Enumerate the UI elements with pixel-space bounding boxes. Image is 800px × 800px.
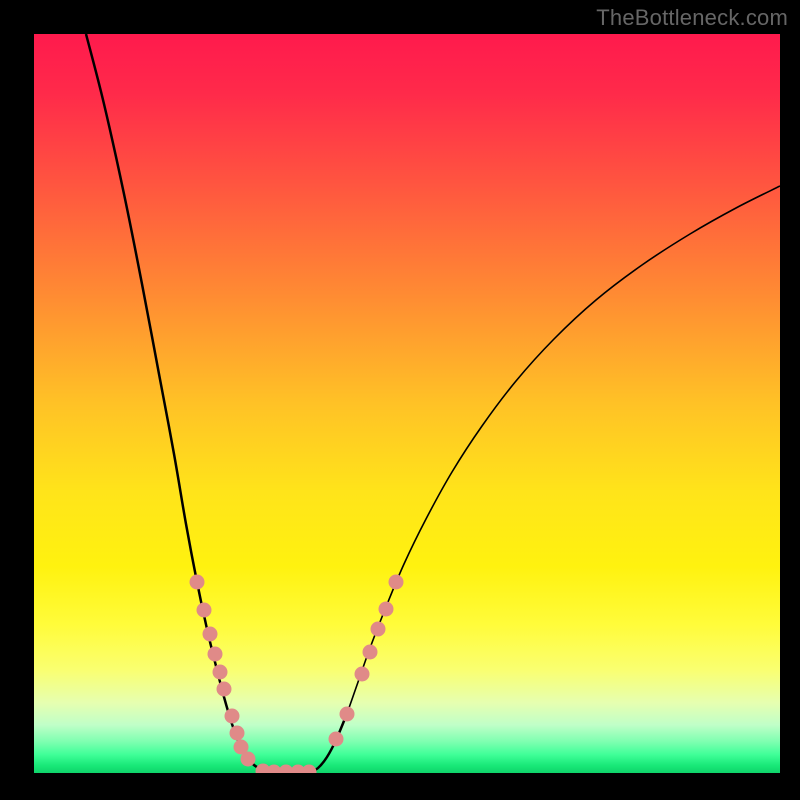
curve-right-branch xyxy=(310,186,780,772)
data-marker xyxy=(208,647,223,662)
data-marker xyxy=(225,709,240,724)
curve-left-branch xyxy=(86,34,310,772)
data-marker xyxy=(241,752,256,767)
data-marker xyxy=(213,665,228,680)
curve-svg xyxy=(34,34,780,773)
data-marker xyxy=(302,765,317,774)
data-marker xyxy=(190,575,205,590)
data-marker xyxy=(371,622,386,637)
data-marker xyxy=(329,732,344,747)
chart-container: TheBottleneck.com xyxy=(0,0,800,800)
plot-area xyxy=(34,34,780,773)
data-marker xyxy=(230,726,245,741)
data-marker xyxy=(363,645,378,660)
data-marker xyxy=(340,707,355,722)
data-marker xyxy=(389,575,404,590)
watermark-text: TheBottleneck.com xyxy=(596,5,788,31)
data-marker xyxy=(379,602,394,617)
data-marker xyxy=(197,603,212,618)
data-marker xyxy=(355,667,370,682)
data-marker xyxy=(217,682,232,697)
data-marker xyxy=(203,627,218,642)
